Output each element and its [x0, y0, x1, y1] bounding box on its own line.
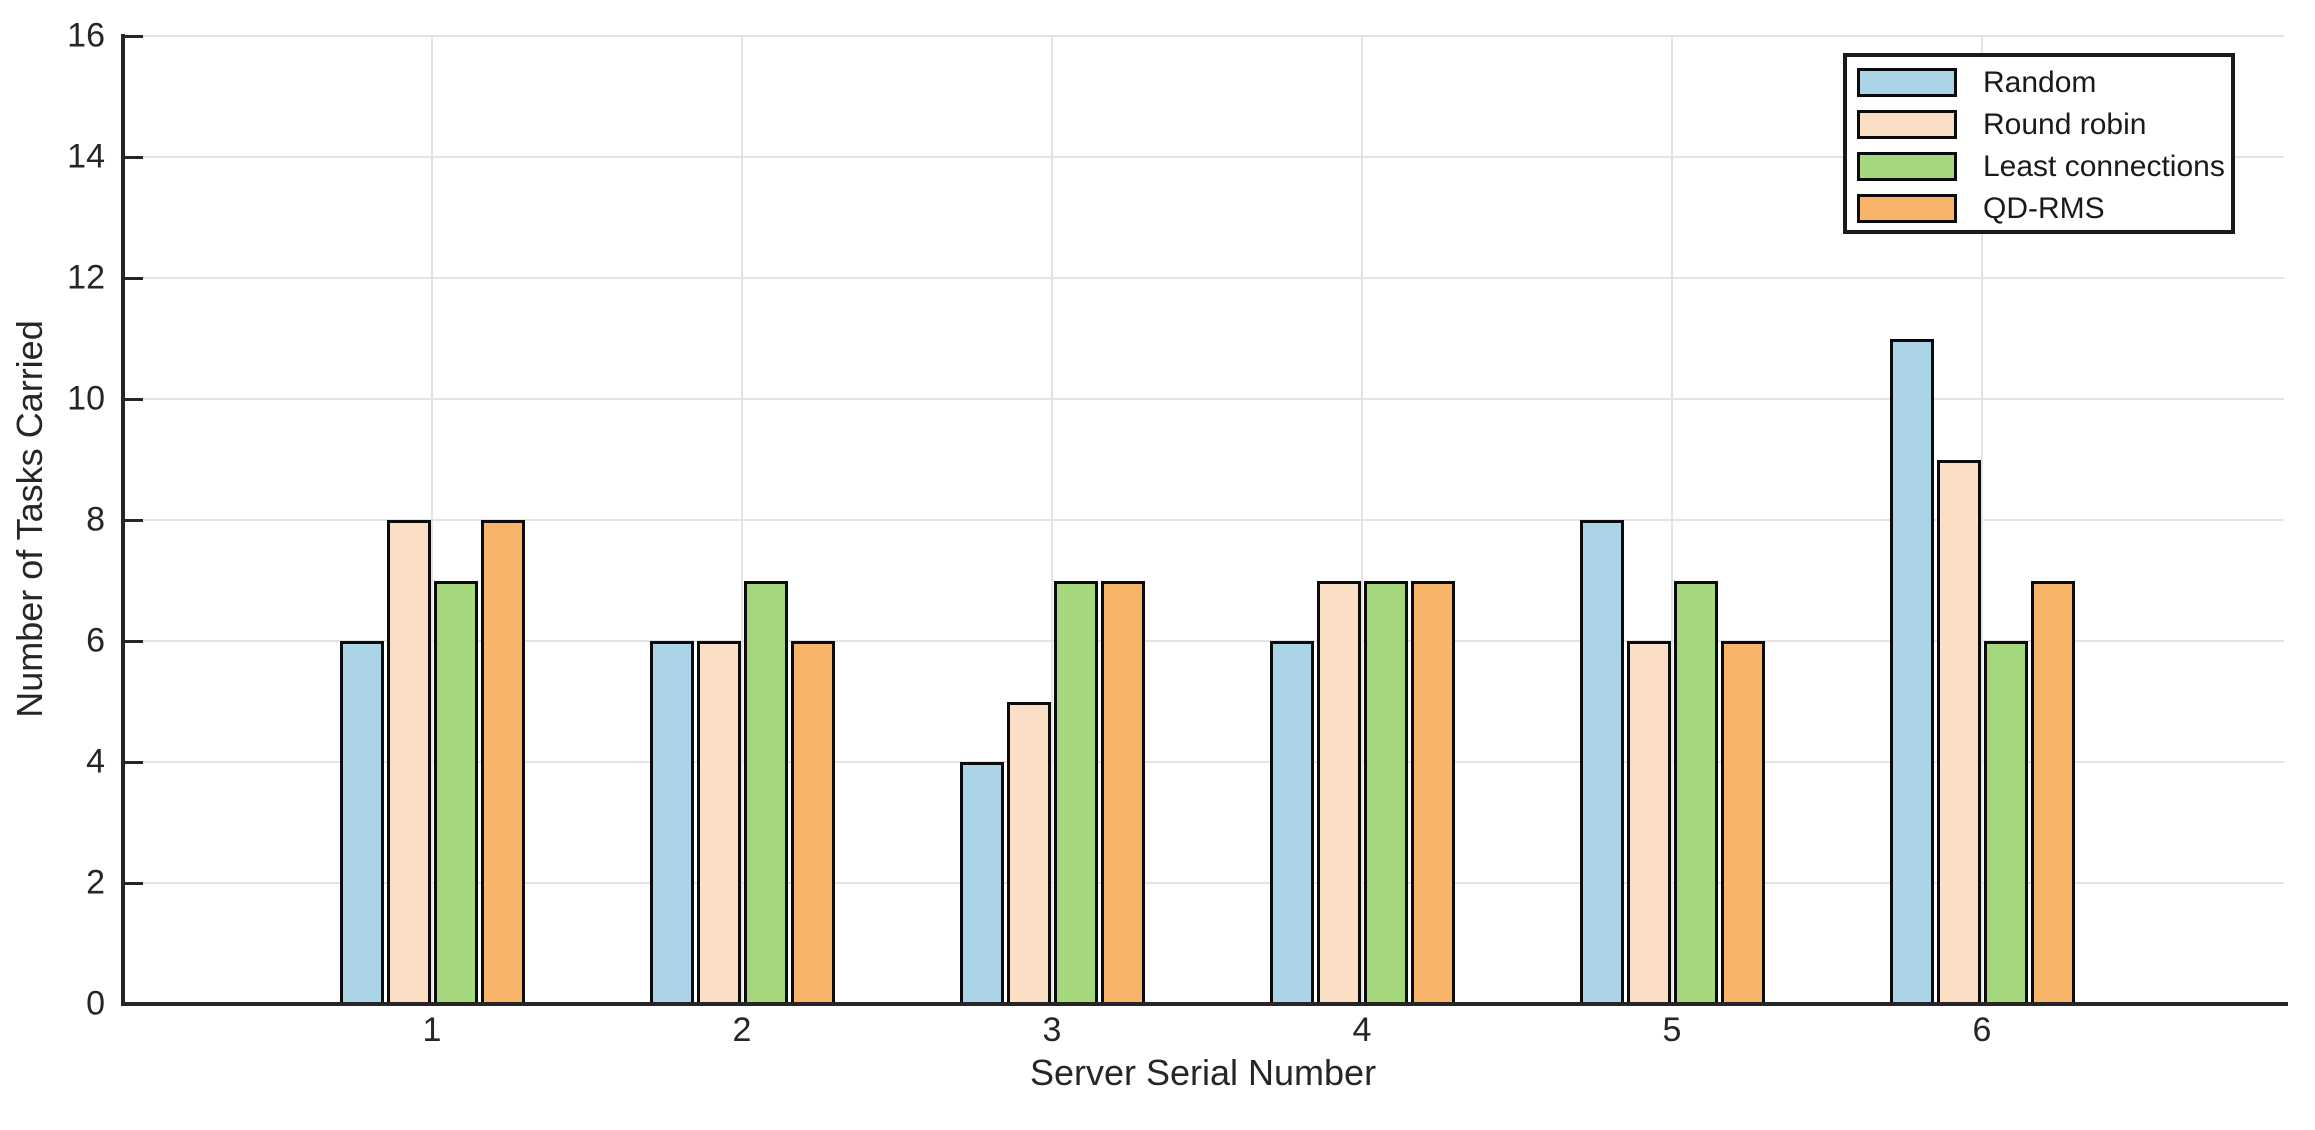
y-tick-mark: [123, 760, 143, 764]
legend-swatch-qd-rms: [1857, 194, 1957, 223]
bar-round-robin-server-4: [1316, 580, 1361, 1006]
bar-round-robin-server-5: [1626, 641, 1671, 1006]
y-tick-label: 4: [86, 742, 105, 781]
x-tick-label: 3: [1042, 1011, 1062, 1049]
y-tick-mark: [123, 518, 143, 522]
v-gridline: [741, 36, 743, 1004]
bar-least-connections-server-3: [1053, 580, 1098, 1006]
h-gridline: [123, 277, 2284, 279]
x-axis-line: [121, 1002, 2288, 1006]
y-tick-label: 2: [86, 863, 105, 902]
bar-least-connections-server-5: [1673, 580, 1718, 1006]
bar-random-server-2: [649, 641, 694, 1006]
bar-round-robin-server-1: [386, 520, 431, 1006]
h-gridline: [123, 156, 2284, 158]
bar-round-robin-server-3: [1006, 701, 1051, 1006]
h-gridline: [123, 398, 2284, 400]
v-gridline: [1051, 36, 1053, 1004]
legend: Random Round robin Least connections QD-RMS: [1843, 53, 2235, 234]
legend-item-random: Random: [1857, 65, 2231, 99]
bar-least-connections-server-6: [1983, 641, 2028, 1006]
x-tick-label: 6: [1972, 1011, 1992, 1049]
legend-label: Random: [1983, 65, 2097, 99]
y-tick-label: 6: [86, 621, 105, 660]
legend-item-round-robin: Round robin: [1857, 107, 2231, 141]
legend-swatch-least-connections: [1857, 152, 1957, 181]
h-gridline: [123, 640, 2284, 642]
legend-label: QD-RMS: [1983, 191, 2105, 225]
v-gridline: [1361, 36, 1363, 1004]
y-tick-label: 10: [67, 379, 105, 418]
legend-item-qd-rms: QD-RMS: [1857, 191, 2231, 225]
bar-least-connections-server-4: [1363, 580, 1408, 1006]
y-tick-mark: [123, 34, 143, 38]
bar-round-robin-server-2: [696, 641, 741, 1006]
legend-swatch-round-robin: [1857, 110, 1957, 139]
bar-qd-rms-server-5: [1720, 641, 1765, 1006]
v-gridline: [431, 36, 433, 1004]
y-tick-label: 16: [67, 16, 105, 55]
bar-qd-rms-server-3: [1100, 580, 1145, 1006]
h-gridline: [123, 35, 2284, 37]
y-tick-mark: [123, 639, 143, 643]
bar-round-robin-server-6: [1936, 459, 1981, 1006]
legend-label: Least connections: [1983, 149, 2225, 183]
y-tick-label: 12: [67, 258, 105, 297]
h-gridline: [123, 519, 2284, 521]
bar-qd-rms-server-1: [480, 520, 525, 1006]
x-tick-label: 5: [1662, 1011, 1682, 1049]
y-tick-mark: [123, 155, 143, 159]
bar-random-server-4: [1269, 641, 1314, 1006]
y-tick-label: 14: [67, 137, 105, 176]
h-gridline: [123, 882, 2284, 884]
y-tick-label: 8: [86, 500, 105, 539]
y-tick-mark: [123, 276, 143, 280]
bar-qd-rms-server-4: [1410, 580, 1455, 1006]
v-gridline: [1981, 36, 1983, 1004]
bar-qd-rms-server-6: [2030, 580, 2075, 1006]
legend-swatch-random: [1857, 68, 1957, 97]
h-gridline: [123, 761, 2284, 763]
legend-item-least-connections: Least connections: [1857, 149, 2231, 183]
x-tick-label: 2: [732, 1011, 752, 1049]
bar-least-connections-server-2: [743, 580, 788, 1006]
x-tick-label: 4: [1352, 1011, 1372, 1049]
bar-random-server-3: [959, 762, 1004, 1006]
y-tick-mark: [123, 881, 143, 885]
y-tick-mark: [123, 397, 143, 401]
bar-random-server-6: [1889, 338, 1934, 1006]
bar-random-server-1: [339, 641, 384, 1006]
bar-least-connections-server-1: [433, 580, 478, 1006]
bar-qd-rms-server-2: [790, 641, 835, 1006]
y-tick-label: 0: [86, 984, 105, 1023]
x-tick-label: 1: [422, 1011, 442, 1049]
x-axis-title: Server Serial Number: [1029, 1052, 1377, 1093]
v-gridline: [1671, 36, 1673, 1004]
bar-random-server-5: [1579, 520, 1624, 1006]
legend-label: Round robin: [1983, 107, 2147, 141]
